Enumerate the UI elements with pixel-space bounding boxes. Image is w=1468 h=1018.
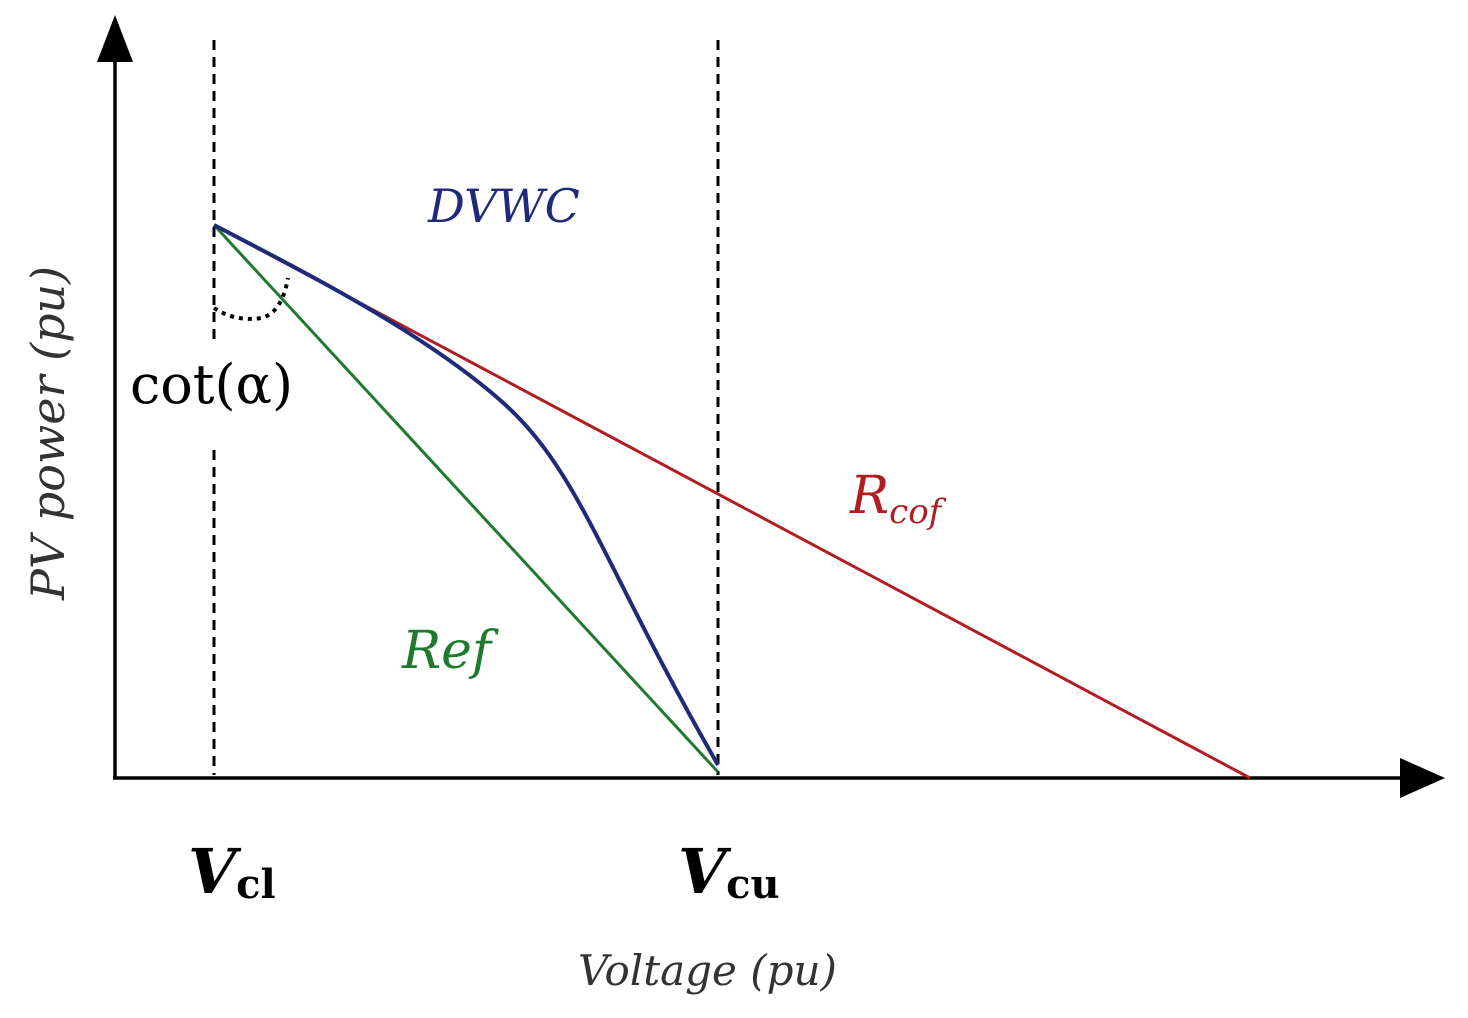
vcl-label-main: V xyxy=(188,835,242,908)
dvwc-curve xyxy=(213,223,720,766)
x-axis-label: Voltage (pu) xyxy=(578,946,837,995)
dvwc-label: DVWC xyxy=(427,179,580,233)
ref-line xyxy=(212,223,720,774)
y-axis-label: PV power (pu) xyxy=(21,266,75,601)
vcu-label-main: V xyxy=(678,835,732,908)
rcof-label-main: R xyxy=(849,466,889,526)
angle-arc xyxy=(212,277,290,321)
rcof-label: Rcof xyxy=(849,466,947,532)
vcu-label-sub: cu xyxy=(726,861,779,908)
ref-label: Ref xyxy=(401,621,499,681)
vcu-label: Vcu xyxy=(678,835,780,908)
vcl-label: Vcl xyxy=(188,835,276,908)
x-axis-arrow xyxy=(1400,758,1445,798)
vcl-label-sub: cl xyxy=(236,861,276,908)
y-axis-arrow xyxy=(97,15,133,62)
rcof-label-sub: cof xyxy=(889,492,947,532)
angle-label: cot(α) xyxy=(130,353,293,416)
